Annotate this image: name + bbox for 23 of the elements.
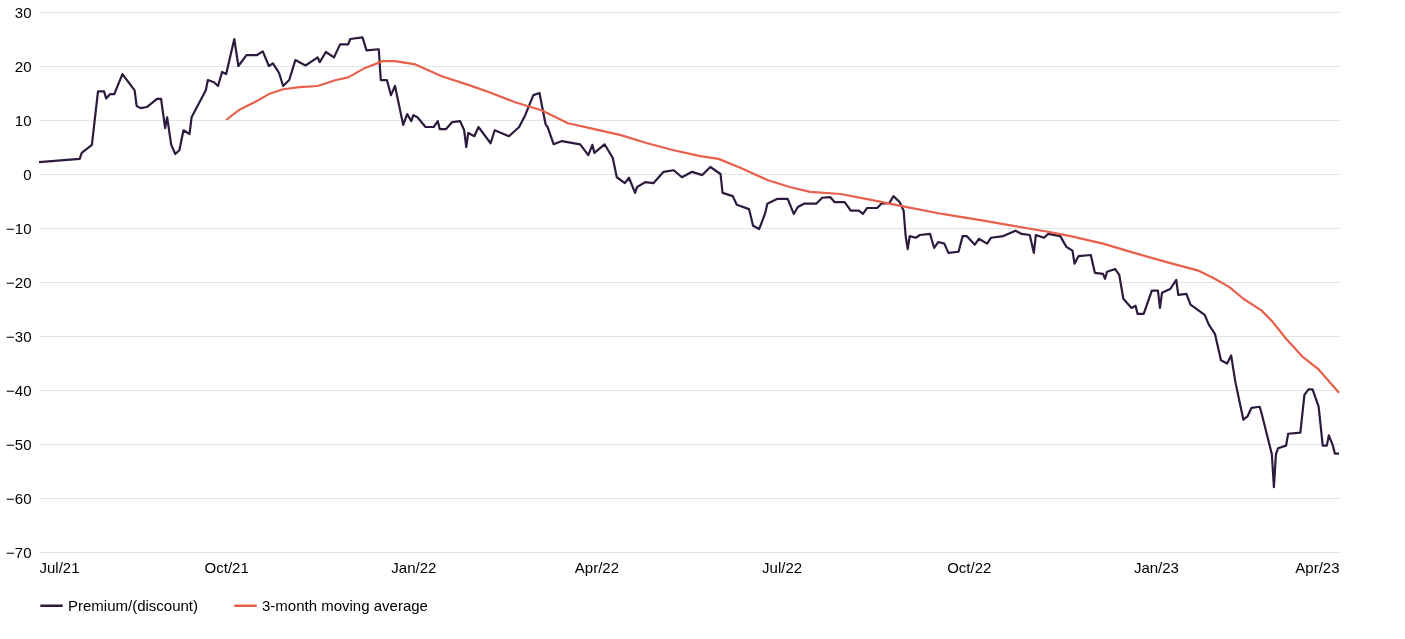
- legend-label: 3-month moving average: [262, 596, 428, 614]
- y-tick-label: −30: [6, 327, 32, 345]
- y-tick-label: −60: [6, 489, 32, 507]
- y-tick-label: 20: [14, 57, 32, 75]
- legend-label: Premium/(discount): [68, 596, 199, 614]
- y-tick-label: −40: [6, 381, 32, 399]
- y-tick-label: −70: [6, 543, 32, 561]
- y-tick-label: −10: [6, 219, 32, 237]
- line-series: [225, 60, 1341, 394]
- x-tick-label: Apr/22: [574, 558, 620, 576]
- x-tick-label: Oct/22: [947, 558, 992, 576]
- y-tick-label: −20: [6, 273, 32, 291]
- x-tick-label: Oct/21: [204, 558, 249, 576]
- y-tick-label: 0: [23, 165, 32, 183]
- line-series: [37, 36, 1341, 489]
- x-tick-label: Jul/22: [762, 558, 803, 576]
- x-tick-label: Jan/23: [1133, 558, 1179, 576]
- y-tick-label: 10: [14, 111, 32, 129]
- y-tick-label: 30: [14, 3, 32, 21]
- x-tick-label: Jan/22: [391, 558, 437, 576]
- y-tick-label: −50: [6, 435, 32, 453]
- x-tick-label: Jul/21: [39, 558, 80, 576]
- x-tick-label: Apr/23: [1295, 558, 1340, 576]
